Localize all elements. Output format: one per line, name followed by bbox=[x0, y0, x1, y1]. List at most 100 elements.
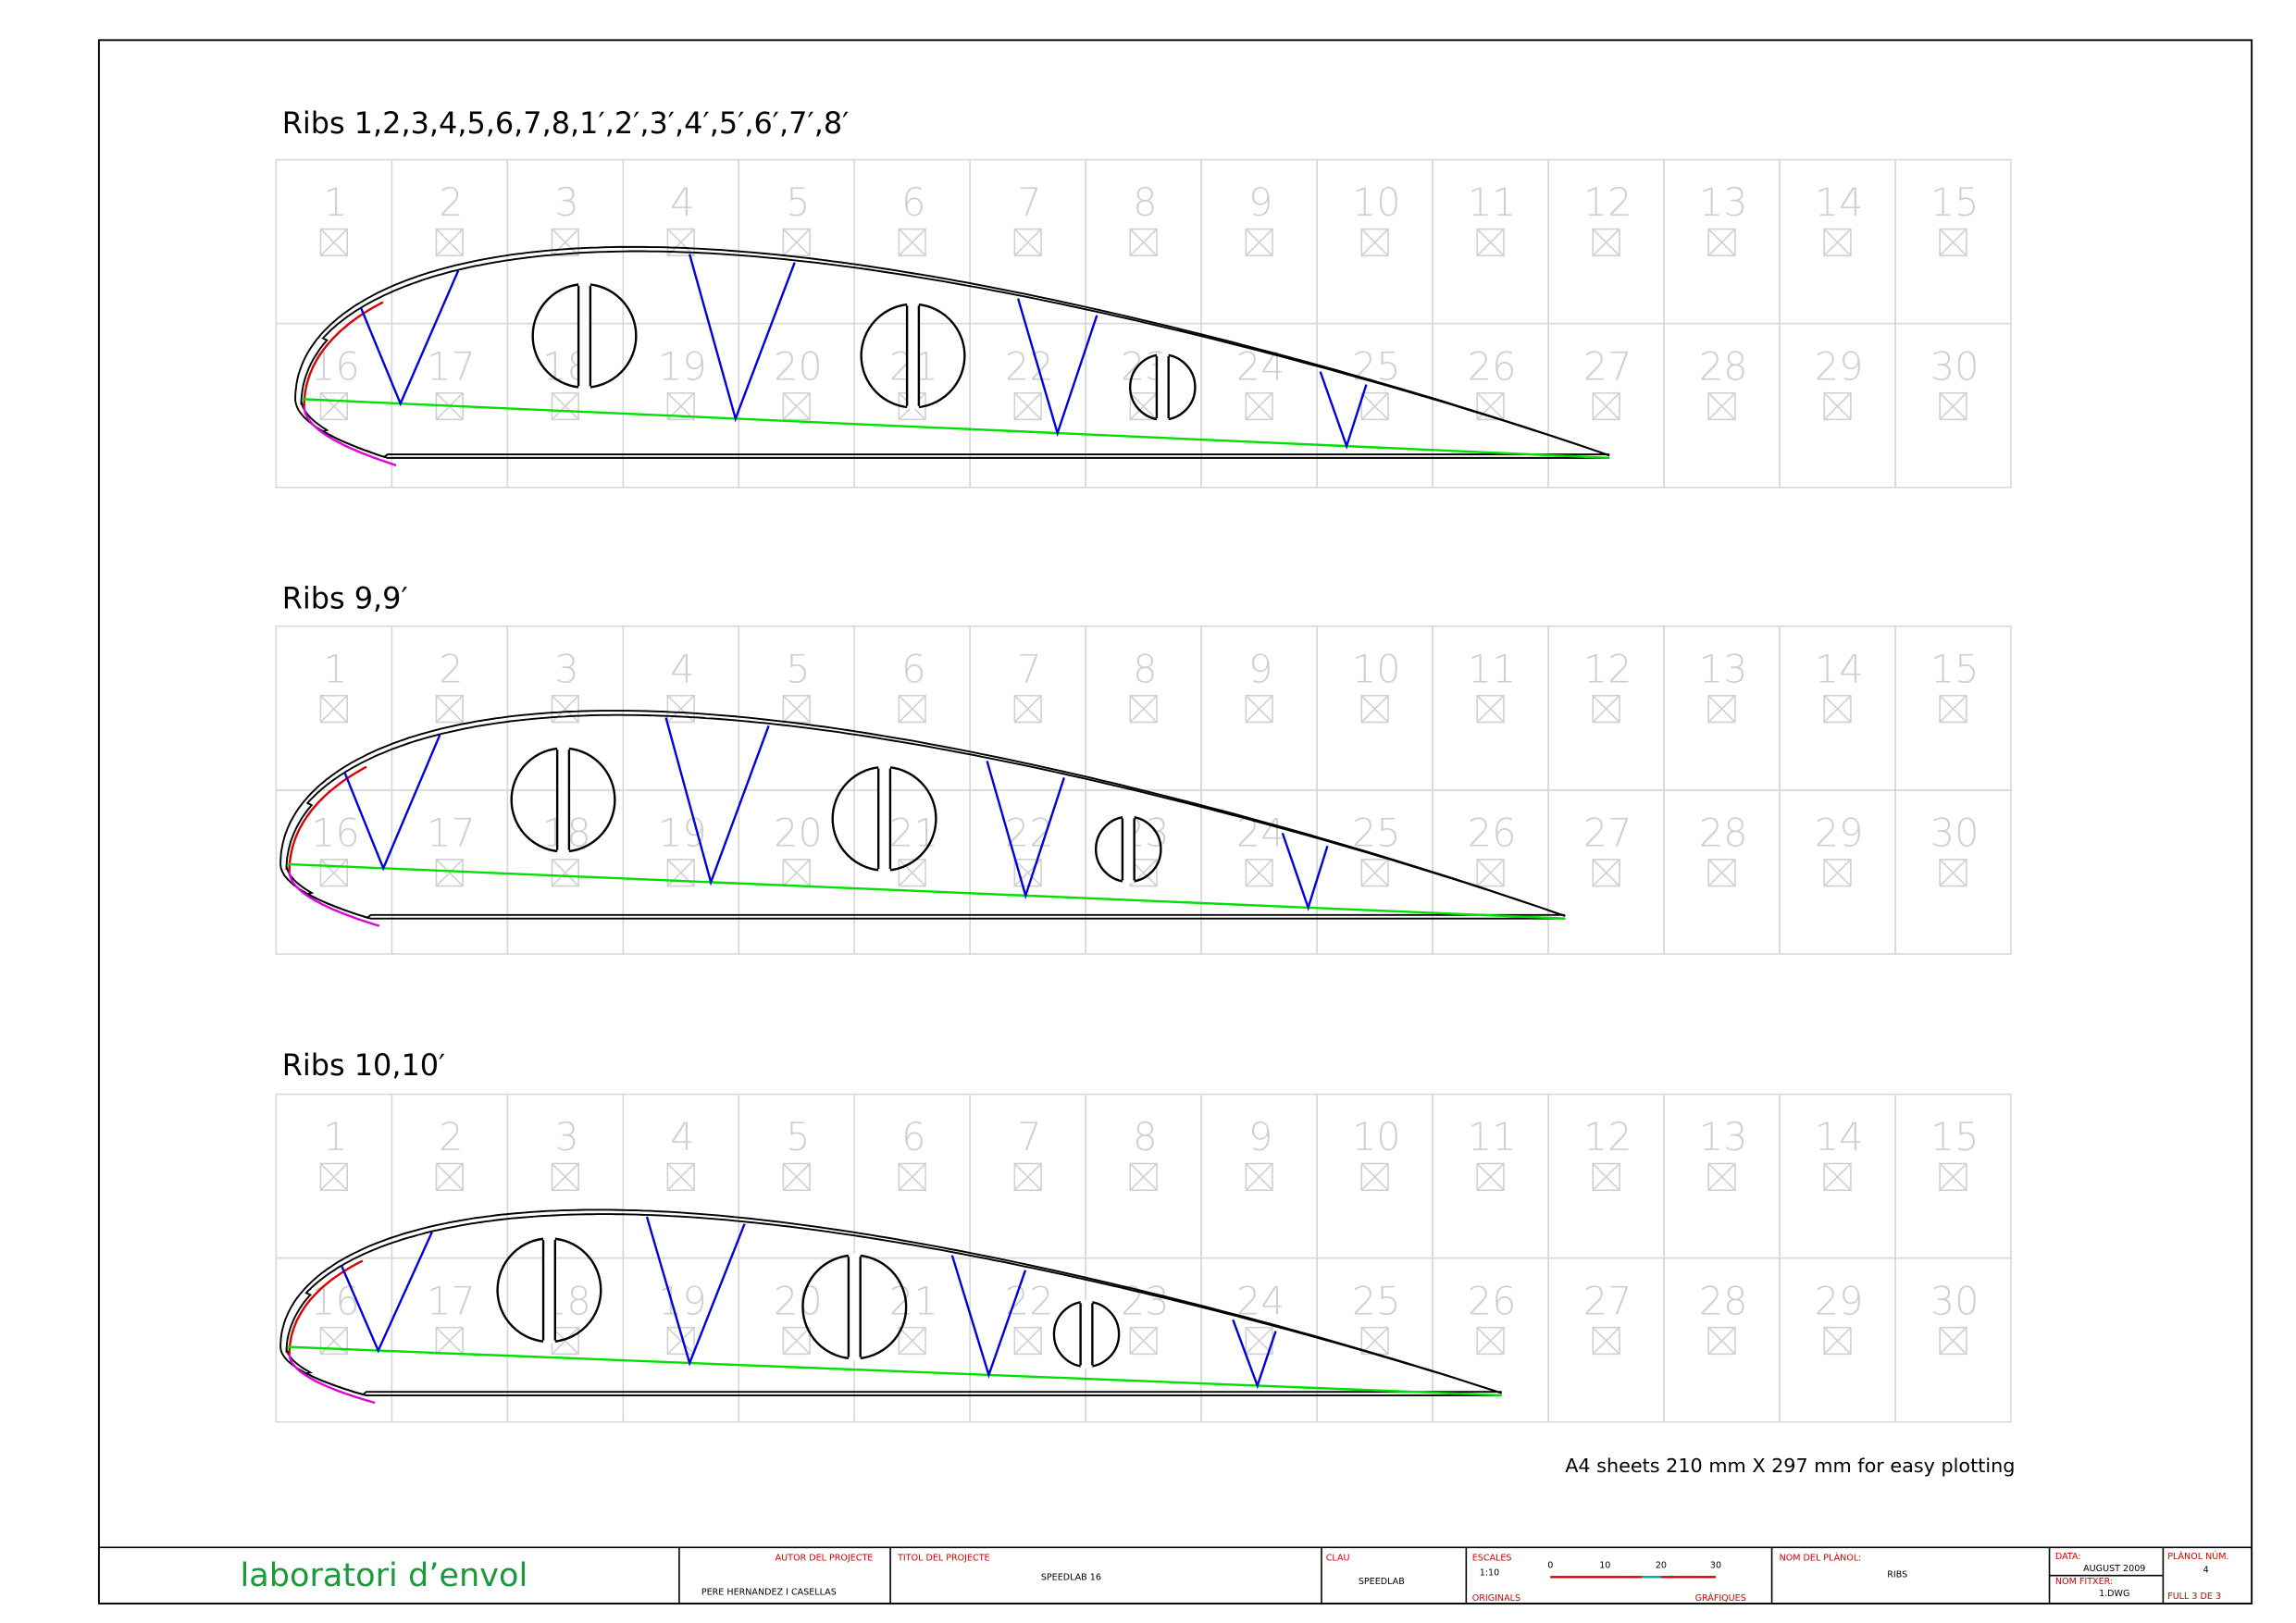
spar-brace bbox=[1016, 298, 1098, 438]
sheet-number: 1 bbox=[323, 1114, 347, 1159]
sheet-number: 9 bbox=[1248, 180, 1272, 225]
spar-brace bbox=[1232, 1319, 1277, 1390]
sheet-marker bbox=[1592, 694, 1620, 724]
sheet-marker bbox=[1129, 1327, 1158, 1355]
sheet-number: 14 bbox=[1815, 1114, 1864, 1159]
leading-edge bbox=[288, 1259, 364, 1355]
chord-line bbox=[303, 398, 1610, 460]
label: DATA: bbox=[2055, 1552, 2081, 1562]
sheet-marker bbox=[1013, 694, 1042, 724]
sheet-marker bbox=[1013, 228, 1042, 257]
sheet-number: 29 bbox=[1815, 343, 1864, 389]
sheet-marker bbox=[1013, 392, 1042, 420]
hole-slot bbox=[557, 746, 569, 853]
sheet-marker bbox=[1592, 1162, 1620, 1192]
sheet-marker bbox=[898, 1326, 926, 1356]
title-block: laboratori d’envol AUTOR DEL PROJECTE PE… bbox=[98, 1546, 2253, 1604]
sheet-marker bbox=[435, 229, 464, 256]
hole-slot bbox=[555, 750, 571, 850]
sheet-marker bbox=[1707, 229, 1736, 256]
sheet-marker bbox=[1823, 1162, 1852, 1191]
sheet-number: 15 bbox=[1930, 646, 1980, 691]
sheet-number: 27 bbox=[1583, 343, 1632, 389]
sheet-marker bbox=[1707, 695, 1736, 724]
sheet-marker bbox=[1939, 859, 1967, 887]
sheet-marker bbox=[1592, 859, 1620, 887]
sheet-marker bbox=[782, 1327, 811, 1355]
sheet-marker bbox=[1245, 228, 1273, 257]
sheet-number: 4 bbox=[670, 1114, 694, 1159]
sheet-marker bbox=[551, 1327, 579, 1355]
sheet-marker bbox=[1592, 1327, 1620, 1355]
sheet-marker bbox=[1939, 1326, 1967, 1356]
sheet-marker bbox=[1476, 228, 1505, 257]
hole-slot bbox=[1122, 815, 1135, 884]
sheet-number: 17 bbox=[427, 810, 476, 855]
spar-brace bbox=[1319, 371, 1368, 450]
sheet-number: 16 bbox=[311, 1278, 360, 1323]
sheet-marker bbox=[666, 1327, 695, 1355]
sheet-marker bbox=[1476, 695, 1505, 724]
sheet-marker bbox=[1129, 1162, 1158, 1191]
sheet-number: 19 bbox=[658, 343, 707, 389]
sheet-marker bbox=[1013, 229, 1042, 256]
sheet-number: 13 bbox=[1699, 1114, 1748, 1159]
sheet-border bbox=[97, 39, 2253, 1604]
sheet-marker bbox=[898, 695, 926, 724]
sheet-number: 12 bbox=[1583, 1114, 1632, 1159]
sheet-marker bbox=[1823, 695, 1852, 724]
sheet-marker bbox=[1592, 1326, 1620, 1356]
sheet-number: 6 bbox=[901, 646, 925, 691]
label: PLÀNOL NÚM. bbox=[2167, 1551, 2228, 1562]
sheet-marker bbox=[1245, 391, 1273, 421]
logo: laboratori d’envol bbox=[240, 1556, 527, 1594]
sheet-marker bbox=[435, 859, 464, 887]
sheet-marker bbox=[782, 695, 811, 724]
sheet-marker bbox=[1129, 694, 1158, 724]
sheet-marker bbox=[1707, 1162, 1736, 1191]
sheet-marker bbox=[1360, 229, 1389, 256]
sheet-marker bbox=[1592, 229, 1620, 256]
sheet-marker bbox=[1592, 391, 1620, 421]
sheet-marker bbox=[319, 859, 349, 887]
rib-outline bbox=[285, 713, 1566, 919]
sheet-number: 3 bbox=[554, 646, 578, 691]
sheet-marker bbox=[782, 694, 811, 724]
sheet-number: 4 bbox=[670, 180, 694, 225]
value: RIBS bbox=[1887, 1569, 1907, 1580]
sheet-marker bbox=[1360, 1162, 1389, 1191]
sheet-marker bbox=[782, 1162, 811, 1191]
sheet-marker bbox=[782, 1162, 811, 1192]
sheet-number: 20 bbox=[774, 343, 823, 389]
sheet-marker bbox=[319, 1162, 348, 1191]
sheet-marker bbox=[1707, 1326, 1736, 1356]
sheet-marker bbox=[1476, 1162, 1505, 1192]
sheet-marker bbox=[1823, 229, 1852, 256]
sheet-marker bbox=[1245, 694, 1273, 724]
sheet-marker bbox=[551, 695, 579, 724]
spar-brace bbox=[986, 761, 1066, 899]
sheet-marker bbox=[1129, 228, 1158, 257]
hole-slot bbox=[1155, 355, 1170, 418]
sheet-number: 5 bbox=[786, 1114, 810, 1159]
sheet-marker bbox=[435, 695, 464, 724]
sheet-number: 23 bbox=[1121, 1278, 1170, 1323]
sheet-marker bbox=[1245, 695, 1273, 724]
sheet-marker bbox=[1707, 392, 1736, 420]
sheet-marker bbox=[551, 1162, 579, 1191]
sheet-number: 20 bbox=[774, 810, 823, 855]
sheet-number: 15 bbox=[1930, 180, 1980, 225]
sheet-marker bbox=[1592, 1162, 1620, 1191]
sheet-marker bbox=[1476, 694, 1505, 724]
sheet-number: 16 bbox=[311, 810, 360, 855]
sheet-number: 6 bbox=[901, 1114, 925, 1159]
sheet-marker bbox=[898, 1327, 926, 1355]
value: 1:10 bbox=[1480, 1568, 1499, 1579]
sheet-marker bbox=[1939, 228, 1967, 257]
sheet-cell bbox=[1894, 322, 2012, 489]
sheet-marker bbox=[435, 1162, 464, 1192]
sheet-number: 26 bbox=[1468, 810, 1517, 855]
sheet-number: 1 bbox=[323, 646, 347, 691]
sheet-marker bbox=[1707, 1162, 1736, 1192]
sheet-number: 28 bbox=[1699, 810, 1748, 855]
